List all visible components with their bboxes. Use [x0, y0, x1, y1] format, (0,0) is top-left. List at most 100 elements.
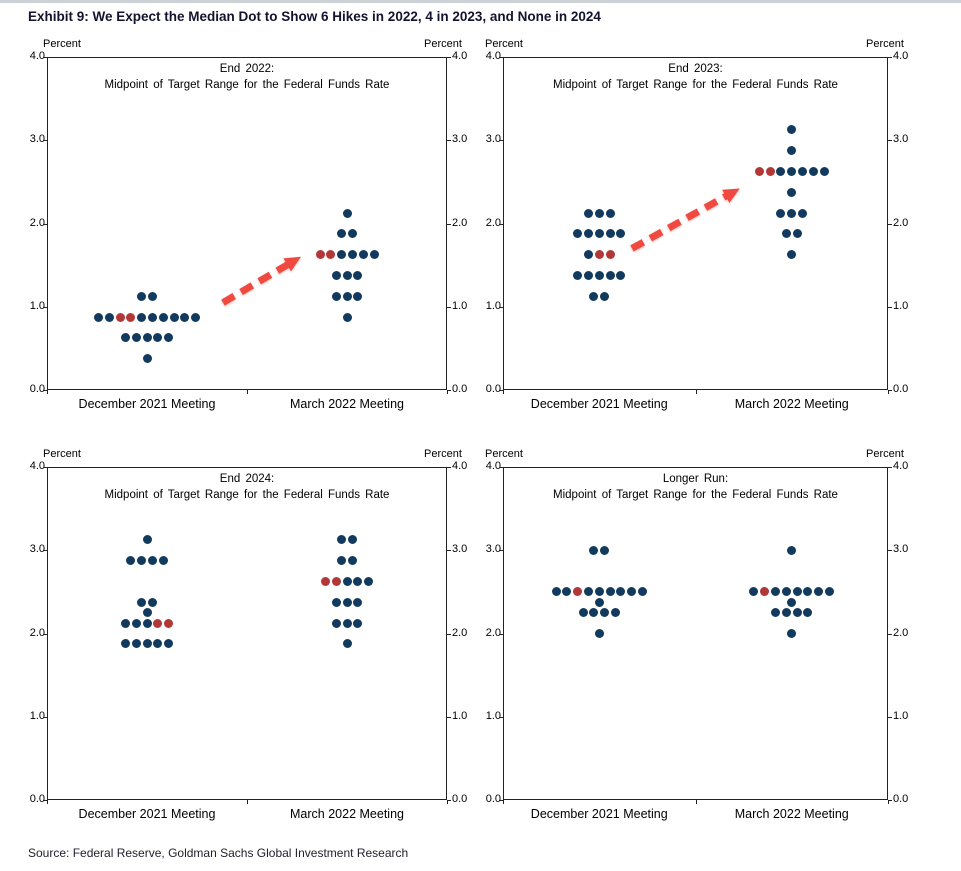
fomc-dot-navy — [342, 208, 352, 218]
x-category-label: March 2022 Meeting — [734, 807, 849, 821]
fomc-dot-navy — [787, 545, 797, 555]
fomc-dot-navy — [342, 291, 352, 301]
x-category-label: March 2022 Meeting — [734, 397, 849, 411]
y-axis-unit-label: Percent — [424, 448, 462, 460]
plot-frame — [503, 467, 888, 800]
y-tick-label: 0.0 — [452, 793, 468, 805]
y-tick-mark — [447, 57, 451, 58]
y-tick-label: 2.0 — [485, 626, 501, 639]
fomc-dot-navy — [583, 587, 593, 597]
fomc-dot-navy — [803, 587, 813, 597]
fomc-dot-navy — [169, 312, 179, 322]
fomc-dot-navy — [573, 229, 583, 239]
fomc-dot-navy — [353, 618, 363, 628]
y-tick-mark — [447, 140, 451, 142]
source-note: Source: Federal Reserve, Goldman Sachs G… — [28, 846, 409, 860]
y-tick-mark — [447, 800, 451, 801]
y-tick-label: 2.0 — [29, 216, 45, 229]
y-tick-mark — [499, 550, 503, 552]
fomc-dot-navy — [120, 333, 130, 343]
fomc-dot-navy — [142, 354, 152, 364]
y-axis-unit-label: Percent — [485, 38, 523, 50]
fomc-dot-red — [164, 618, 174, 628]
panel-title: End 2024: — [219, 473, 275, 485]
fomc-dot-navy — [616, 587, 626, 597]
panel-title: Longer Run: — [662, 473, 729, 485]
fomc-dot-navy — [594, 597, 604, 607]
fomc-dot-navy — [594, 271, 604, 281]
y-tick-mark — [499, 633, 503, 635]
fomc-dot-navy — [358, 250, 368, 260]
x-category-label: March 2022 Meeting — [290, 397, 404, 411]
y-tick-mark — [447, 306, 451, 308]
fomc-dot-navy — [137, 312, 147, 322]
fomc-dot-navy — [798, 166, 808, 176]
y-tick-mark — [499, 716, 503, 718]
y-tick-label: 3.0 — [893, 543, 909, 556]
y-tick-label: 0.0 — [29, 383, 45, 395]
x-tick-mark — [888, 800, 889, 804]
fomc-dot-navy — [787, 125, 797, 135]
fomc-dot-navy — [131, 333, 141, 343]
x-tick-mark — [47, 800, 48, 804]
x-tick-mark — [503, 390, 504, 394]
fomc-dot-navy — [120, 639, 130, 649]
fomc-dot-navy — [342, 597, 352, 607]
fomc-dot-navy — [364, 576, 374, 586]
plot-frame — [47, 467, 447, 800]
fomc-dot-navy — [787, 146, 797, 156]
fomc-dot-navy — [180, 312, 190, 322]
fomc-dot-navy — [803, 608, 813, 618]
fomc-dot-navy — [776, 166, 786, 176]
fomc-dot-navy — [158, 556, 168, 566]
fomc-dot-navy — [605, 587, 615, 597]
fomc-dot-navy — [819, 166, 829, 176]
fomc-dot-navy — [808, 166, 818, 176]
y-tick-mark — [43, 57, 47, 58]
y-tick-mark — [888, 57, 892, 58]
y-tick-label: 3.0 — [893, 133, 909, 146]
fomc-dot-navy — [164, 639, 174, 649]
y-tick-mark — [43, 223, 47, 225]
fomc-dot-navy — [342, 271, 352, 281]
x-tick-mark — [695, 800, 697, 804]
y-tick-label: 1.0 — [485, 709, 501, 722]
y-tick-label: 3.0 — [452, 133, 468, 146]
y-tick-mark — [499, 140, 503, 142]
y-tick-label: 4.0 — [452, 460, 468, 472]
y-tick-mark — [447, 467, 451, 468]
y-tick-mark — [499, 467, 503, 468]
fomc-dot-navy — [771, 587, 781, 597]
y-tick-label: 2.0 — [452, 626, 468, 639]
fomc-dot-red — [760, 587, 770, 597]
y-tick-mark — [43, 140, 47, 142]
y-tick-label: 1.0 — [485, 299, 501, 312]
y-tick-label: 2.0 — [485, 216, 501, 229]
y-tick-label: 1.0 — [29, 299, 45, 312]
fomc-dot-navy — [126, 556, 136, 566]
fomc-dot-navy — [337, 556, 347, 566]
fomc-dot-navy — [104, 312, 114, 322]
fomc-dot-navy — [825, 587, 835, 597]
fomc-dot-navy — [792, 587, 802, 597]
panel-subtitle: Midpoint of Target Range for the Federal… — [104, 489, 390, 501]
fomc-dot-navy — [781, 587, 791, 597]
fomc-dot-navy — [331, 271, 341, 281]
x-tick-mark — [247, 800, 248, 804]
y-tick-label: 4.0 — [485, 50, 501, 62]
fomc-dot-navy — [583, 229, 593, 239]
x-tick-mark — [47, 390, 48, 394]
fomc-dot-navy — [93, 312, 103, 322]
y-tick-mark — [888, 633, 892, 635]
y-tick-mark — [43, 633, 47, 635]
fomc-dot-navy — [147, 312, 157, 322]
y-tick-label: 1.0 — [893, 299, 909, 312]
y-tick-label: 0.0 — [485, 383, 501, 395]
fomc-dot-navy — [792, 608, 802, 618]
fomc-dot-red — [605, 250, 615, 260]
x-tick-mark — [888, 390, 889, 394]
fomc-dot-navy — [814, 587, 824, 597]
y-tick-label: 0.0 — [452, 383, 468, 395]
fomc-dot-red — [765, 166, 775, 176]
fomc-dot-navy — [787, 250, 797, 260]
